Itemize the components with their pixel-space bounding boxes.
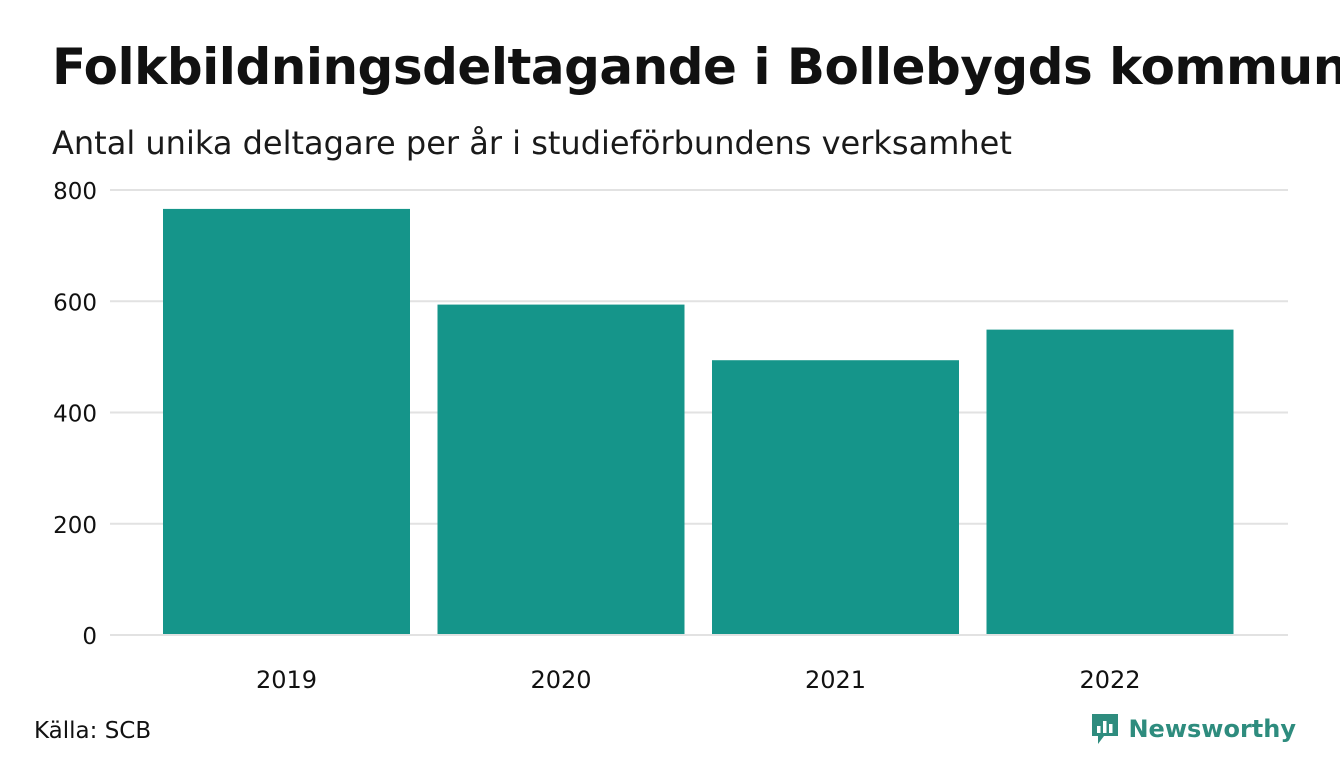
y-tick-label: 800	[53, 179, 97, 205]
brand-logo: Newsworthy	[1090, 712, 1296, 746]
source-label: Källa: SCB	[34, 718, 152, 744]
brand-name: Newsworthy	[1128, 715, 1296, 743]
chart-subtitle: Antal unika deltagare per år i studieför…	[52, 124, 1012, 162]
y-tick-label: 200	[53, 513, 97, 539]
x-tick-label: 2021	[805, 666, 866, 694]
y-tick-label: 400	[53, 402, 97, 428]
y-tick-label: 0	[82, 624, 97, 650]
x-tick-label: 2020	[530, 666, 591, 694]
chart-title: Folkbildningsdeltagande i Bollebygds kom…	[52, 38, 1340, 96]
bar-2019	[163, 208, 410, 635]
y-tick-label: 600	[53, 290, 97, 316]
bar-2020	[437, 304, 685, 635]
newsworthy-logo-icon	[1092, 714, 1119, 744]
bar-2021	[712, 360, 959, 635]
bar-2022	[986, 329, 1234, 635]
x-tick-label: 2022	[1079, 666, 1140, 694]
x-tick-label: 2019	[256, 666, 317, 694]
